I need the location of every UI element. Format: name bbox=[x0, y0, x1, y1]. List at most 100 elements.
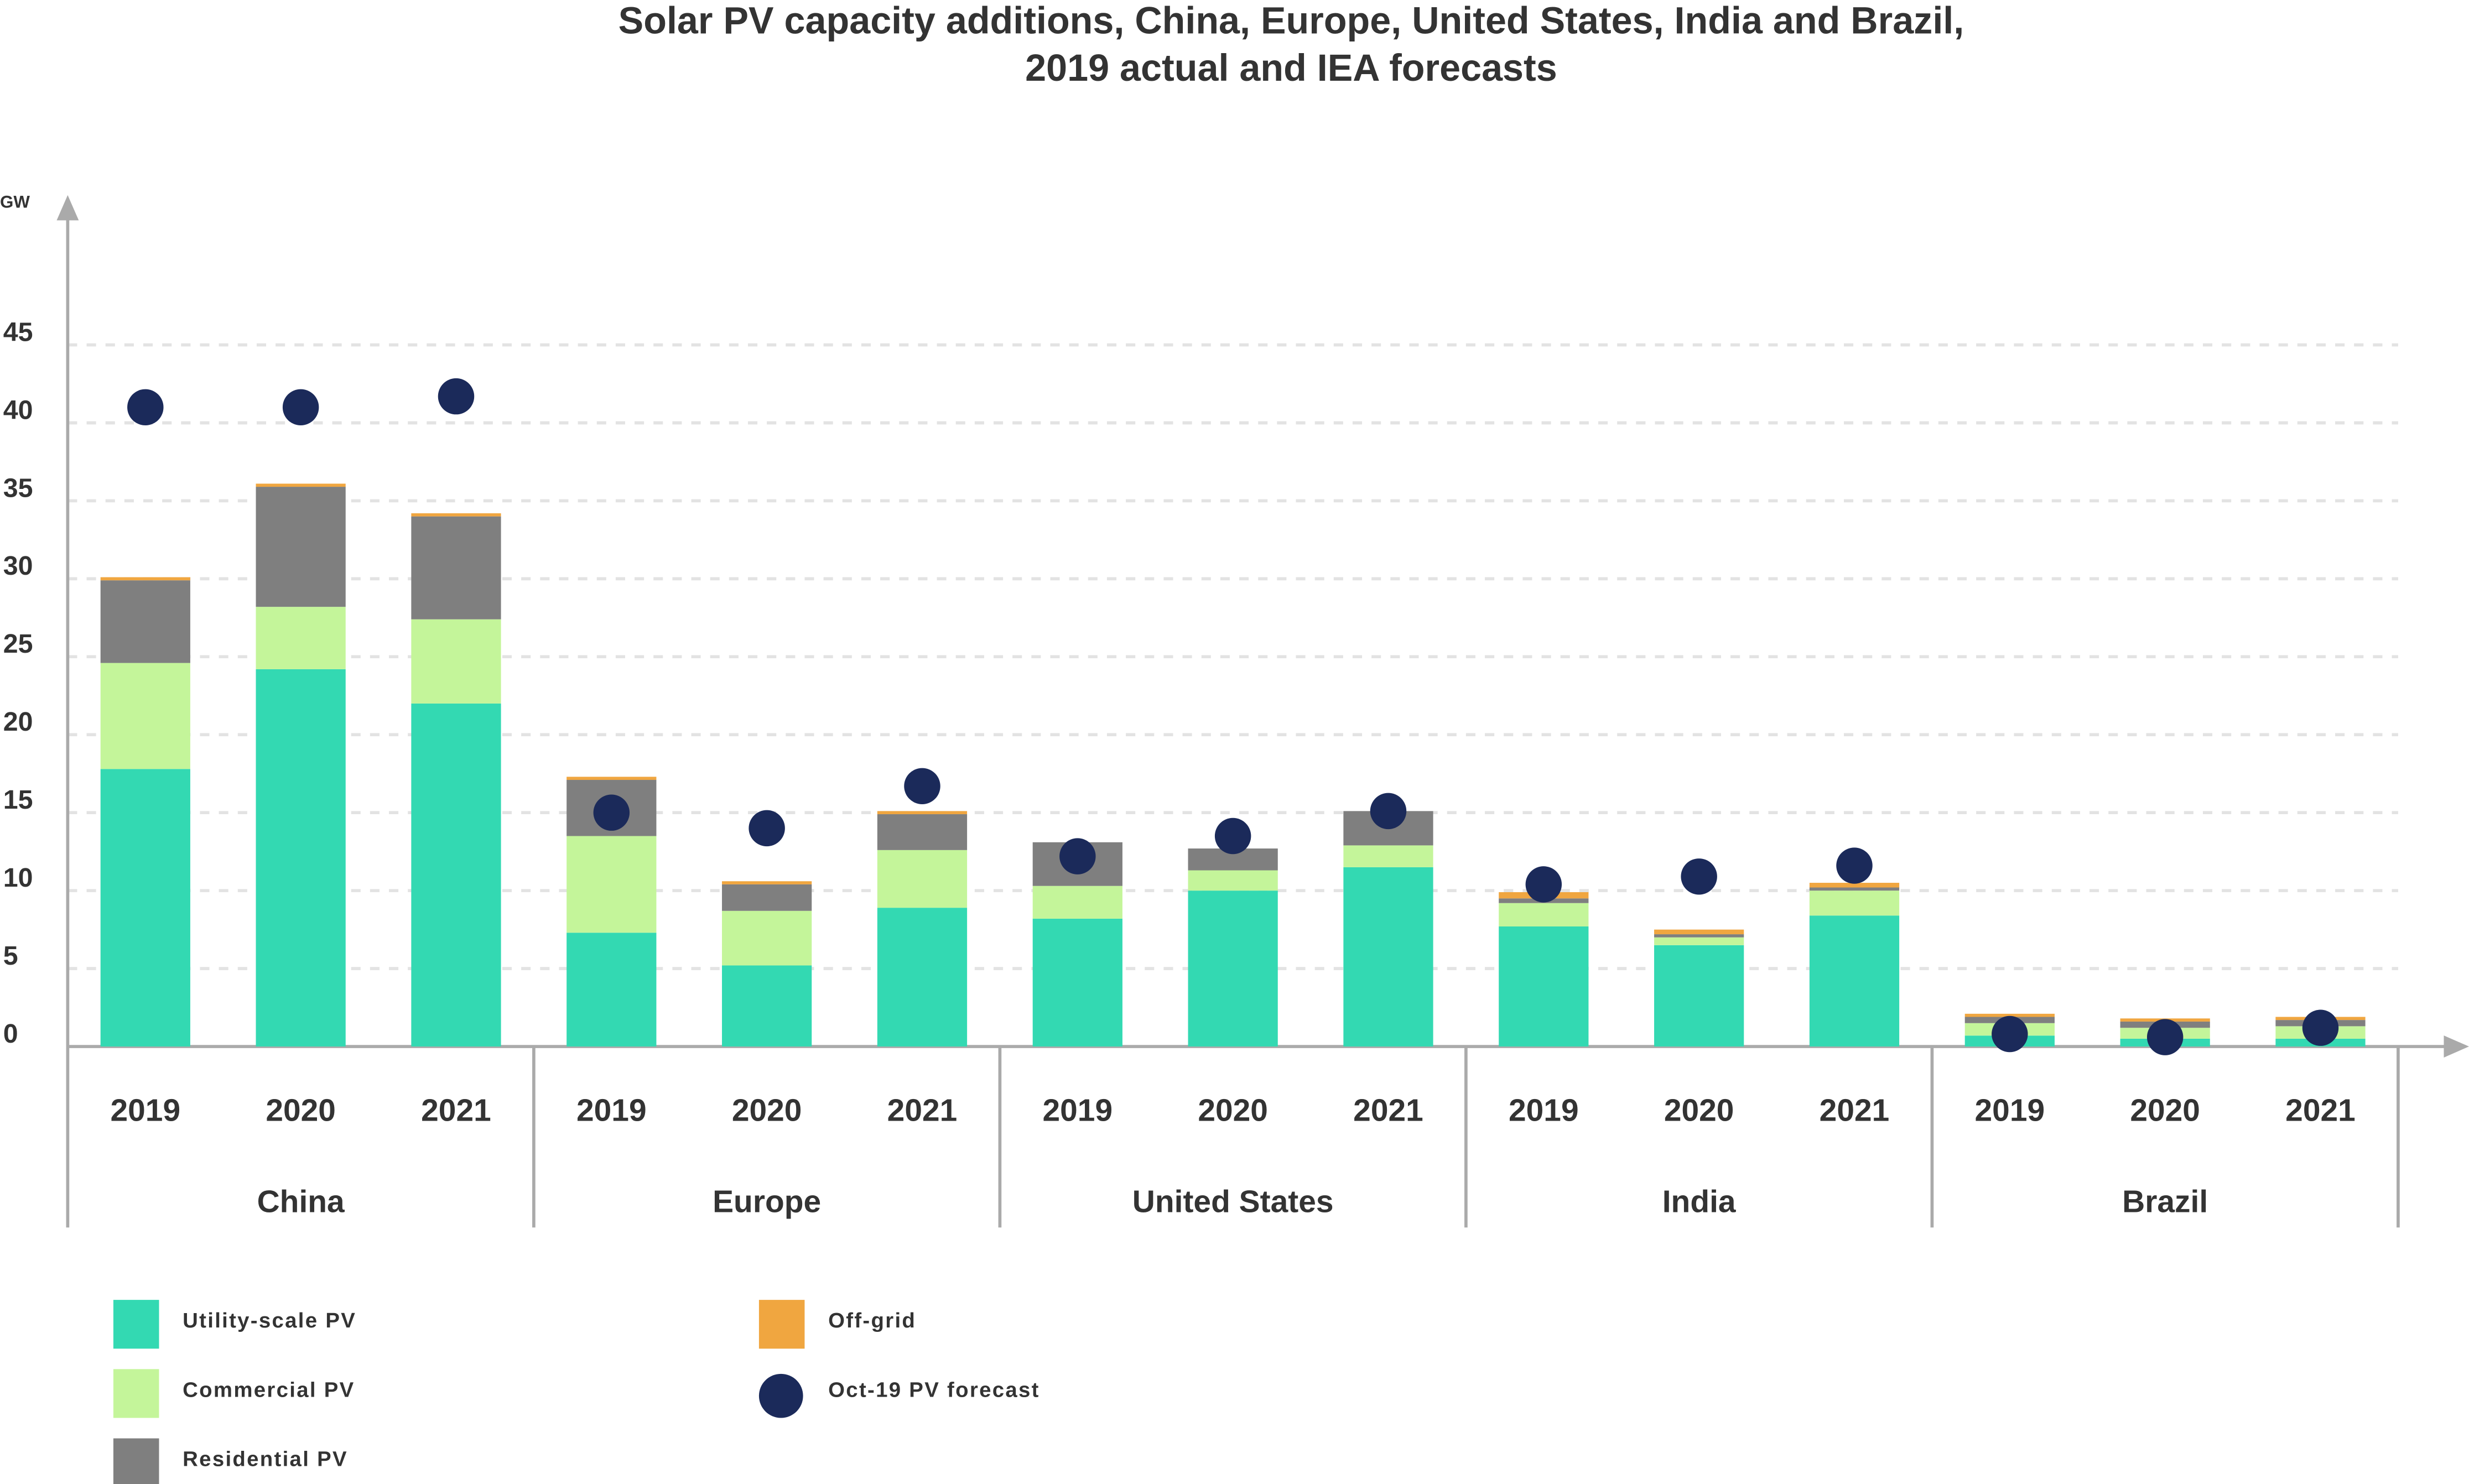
legend-swatch bbox=[113, 1369, 159, 1418]
bar-segment bbox=[877, 908, 968, 1047]
bar-segment bbox=[100, 577, 190, 581]
bar-segment bbox=[100, 769, 190, 1047]
bar-segment bbox=[566, 777, 657, 780]
legend-swatch bbox=[758, 1373, 803, 1418]
legend-label: Oct-19 PV forecast bbox=[828, 1378, 1040, 1402]
legend-swatch bbox=[113, 1300, 159, 1349]
forecast-dot bbox=[438, 378, 475, 415]
y-axis-label: GW bbox=[0, 192, 30, 211]
legend-label: Off-grid bbox=[828, 1309, 916, 1332]
bar-segment bbox=[1188, 891, 1278, 1047]
legend-label: Residential PV bbox=[183, 1447, 348, 1471]
x-tick-label: 2020 bbox=[1198, 1093, 1268, 1128]
bar-segment bbox=[256, 487, 346, 607]
chart-title: Solar PV capacity additions, China, Euro… bbox=[618, 0, 1964, 42]
bar-segment bbox=[1499, 926, 1589, 1047]
y-tick-label: 0 bbox=[3, 1019, 18, 1049]
x-tick-label: 2019 bbox=[576, 1093, 647, 1128]
x-axis-arrow bbox=[2444, 1035, 2469, 1058]
y-tick-label: 40 bbox=[3, 395, 33, 425]
x-tick-label: 2020 bbox=[732, 1093, 802, 1128]
x-tick-label: 2020 bbox=[1664, 1093, 1734, 1128]
x-tick-label: 2021 bbox=[421, 1093, 491, 1128]
x-tick-label: 2020 bbox=[2130, 1093, 2200, 1128]
bar-segment bbox=[100, 580, 190, 663]
bar-segment bbox=[1188, 870, 1278, 891]
bar-segment bbox=[1499, 903, 1589, 926]
x-tick-label: 2021 bbox=[1820, 1093, 1890, 1128]
bar-segment bbox=[411, 516, 501, 619]
forecast-dot bbox=[2302, 1009, 2339, 1046]
forecast-dot bbox=[904, 768, 940, 805]
forecast-dot bbox=[127, 389, 164, 426]
bar-segment bbox=[722, 884, 812, 911]
forecast-dot bbox=[1059, 838, 1096, 874]
chart-title: 2019 actual and IEA forecasts bbox=[1025, 47, 1557, 89]
group-label: Europe bbox=[713, 1184, 821, 1220]
bar-segment bbox=[256, 669, 346, 1047]
forecast-dot bbox=[1681, 858, 1717, 895]
bar-segment bbox=[1343, 845, 1433, 867]
bar-segment bbox=[411, 619, 501, 704]
bar-segment bbox=[256, 483, 346, 487]
bar-segment bbox=[1809, 887, 1900, 891]
group-label: China bbox=[257, 1184, 345, 1220]
y-tick-label: 45 bbox=[3, 317, 33, 347]
bar-segment bbox=[722, 881, 812, 884]
bar-segment bbox=[566, 836, 657, 933]
bar-segment bbox=[722, 965, 812, 1047]
bar-segment bbox=[1343, 867, 1433, 1047]
group-label: Brazil bbox=[2122, 1184, 2208, 1220]
x-tick-label: 2019 bbox=[1043, 1093, 1113, 1128]
y-tick-label: 20 bbox=[3, 707, 33, 737]
group-label: India bbox=[1662, 1184, 1737, 1220]
bar-segment bbox=[877, 814, 968, 850]
bar-segment bbox=[1809, 915, 1900, 1047]
group-label: United States bbox=[1132, 1184, 1334, 1220]
y-tick-label: 10 bbox=[3, 863, 33, 893]
legend-swatch bbox=[113, 1438, 159, 1484]
y-tick-label: 35 bbox=[3, 473, 33, 503]
forecast-dot bbox=[1836, 847, 1873, 884]
bar-segment bbox=[722, 910, 812, 966]
y-tick-label: 25 bbox=[3, 629, 33, 659]
x-tick-label: 2019 bbox=[1975, 1093, 2045, 1128]
bar-segment bbox=[411, 703, 501, 1047]
forecast-dot bbox=[282, 389, 319, 426]
x-tick-label: 2020 bbox=[266, 1093, 336, 1128]
bar-segment bbox=[411, 513, 501, 517]
bar-segment bbox=[256, 607, 346, 669]
bar-segment bbox=[1032, 918, 1122, 1047]
bar-segment bbox=[1809, 891, 1900, 916]
forecast-dot bbox=[1370, 793, 1407, 830]
forecast-dot bbox=[1214, 817, 1251, 855]
bar-segment bbox=[1654, 934, 1744, 938]
bar-segment bbox=[1964, 1013, 2055, 1017]
y-tick-label: 15 bbox=[3, 785, 33, 815]
y-tick-label: 30 bbox=[3, 551, 33, 581]
bar-segment bbox=[1654, 929, 1744, 935]
forecast-dot bbox=[1525, 866, 1562, 903]
bar-segment bbox=[1032, 886, 1122, 919]
bar-segment bbox=[1654, 945, 1744, 1047]
bar-segment bbox=[877, 850, 968, 908]
bar-segment bbox=[877, 811, 968, 815]
x-tick-label: 2021 bbox=[887, 1093, 958, 1128]
bar-segment bbox=[1809, 883, 1900, 888]
bar-segment bbox=[566, 933, 657, 1047]
y-tick-label: 5 bbox=[3, 941, 18, 971]
x-tick-label: 2019 bbox=[110, 1093, 180, 1128]
legend-swatch bbox=[758, 1300, 805, 1349]
x-tick-label: 2019 bbox=[1509, 1093, 1579, 1128]
x-tick-label: 2021 bbox=[2285, 1093, 2356, 1128]
x-tick-label: 2021 bbox=[1353, 1093, 1423, 1128]
bar-segment bbox=[1654, 937, 1744, 945]
y-axis-arrow bbox=[56, 195, 79, 221]
forecast-dot bbox=[2146, 1019, 2184, 1055]
bar-segment bbox=[100, 663, 190, 769]
legend-label: Utility-scale PV bbox=[183, 1309, 356, 1332]
legend-label: Commercial PV bbox=[183, 1378, 355, 1402]
forecast-dot bbox=[593, 794, 630, 831]
forecast-dot bbox=[1992, 1016, 2028, 1053]
